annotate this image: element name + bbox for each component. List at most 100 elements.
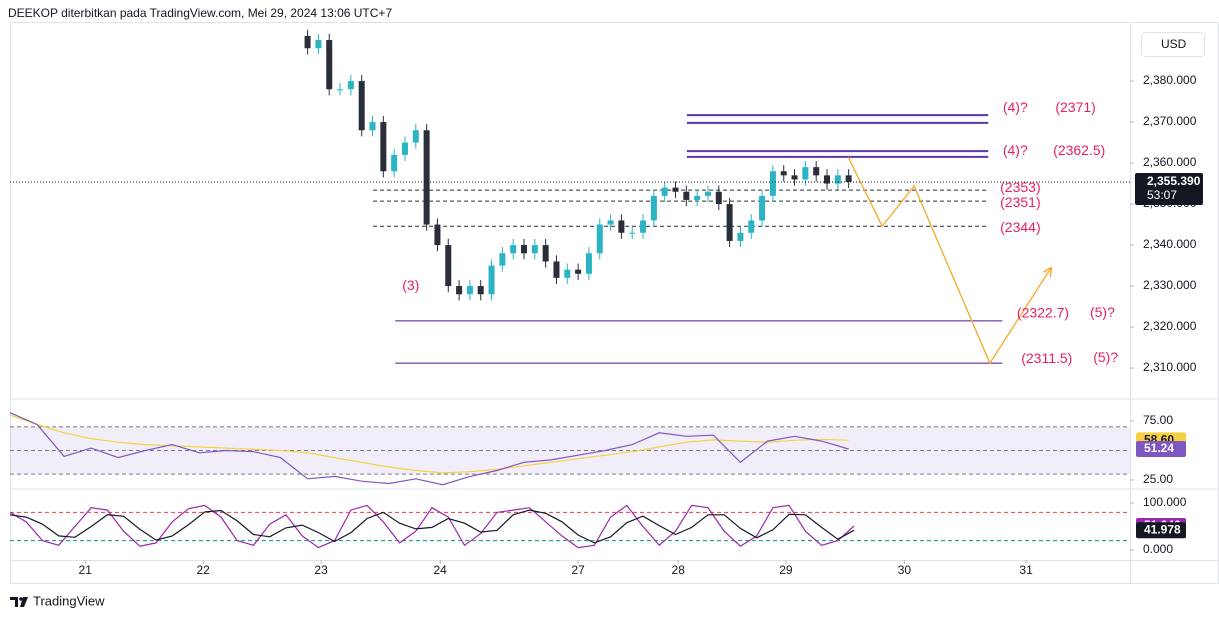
last-value-label: 51.24 [1144, 441, 1174, 455]
wave-annotation: (3) [402, 277, 419, 293]
candle-body [445, 245, 452, 287]
candle-body [304, 35, 311, 49]
candle-body [704, 191, 711, 196]
projection-path [847, 156, 1051, 365]
candle-body [380, 122, 387, 172]
candle-body [391, 154, 398, 172]
x-tick-label: 27 [571, 563, 585, 577]
footer-brand: TradingView [33, 593, 105, 608]
x-tick-label: 23 [314, 563, 328, 577]
candle-body [694, 195, 701, 200]
candle-body [434, 224, 441, 246]
candle-body [780, 171, 787, 176]
candle-body [412, 130, 419, 143]
y-tick-label: 2,310.000 [1143, 360, 1197, 374]
wave-annotation: (2353) [1000, 179, 1040, 195]
currency-button[interactable] [1141, 32, 1205, 57]
wave-annotation: (4)? [1003, 99, 1028, 115]
y-tick-label: 0.000 [1143, 542, 1173, 556]
pane [10, 412, 1130, 486]
candle-body [596, 224, 603, 254]
candle-body [326, 40, 333, 90]
candle-body [845, 175, 852, 182]
wave-annotation: (2322.7) [1017, 305, 1069, 321]
candle-body [477, 286, 484, 295]
y-tick-label: 2,360.000 [1143, 155, 1197, 169]
y-tick-label: 2,340.000 [1143, 237, 1197, 251]
candle-body [640, 220, 647, 233]
logo-icon [19, 597, 23, 601]
candle-body [401, 142, 408, 155]
candle-body [585, 253, 592, 274]
wave-annotation: (2311.5) [1021, 350, 1072, 366]
last-value-label: 41.978 [1144, 522, 1181, 536]
candle-body [358, 81, 365, 131]
candle-body [553, 261, 560, 278]
indicator-line [10, 414, 849, 474]
tradingview-logo [10, 597, 28, 607]
last-price-box [1135, 172, 1203, 205]
candle-body [466, 286, 473, 295]
x-tick-label: 22 [196, 563, 210, 577]
logo-icon [10, 597, 18, 607]
candle-body [369, 122, 376, 131]
candle-body [564, 269, 571, 278]
logo-icon [20, 597, 28, 607]
candle-body [607, 220, 614, 225]
candle-body [423, 130, 430, 225]
x-tick-label: 31 [1019, 563, 1033, 577]
header-title: DEEKOP diterbitkan pada TradingView.com,… [8, 6, 392, 20]
candle-body [650, 195, 657, 221]
candle-body [488, 265, 495, 295]
y-tick-label: 2,320.000 [1143, 319, 1197, 333]
candle-body [531, 245, 538, 254]
wave-annotation: (5)? [1093, 349, 1118, 365]
pane [10, 504, 1130, 549]
x-tick-label: 24 [433, 563, 447, 577]
candle-body [315, 40, 322, 49]
y-tick-label: 25.00 [1143, 472, 1173, 486]
candle-body [618, 220, 625, 233]
wave-annotation: (5)? [1090, 304, 1115, 320]
y-tick-label: 100.000 [1143, 495, 1187, 509]
y-tick-label: 75.00 [1143, 413, 1173, 427]
candle-body [813, 167, 820, 176]
candle-body [347, 81, 354, 90]
candle-body [456, 286, 463, 295]
candle-body [737, 232, 744, 241]
candle-body [791, 175, 798, 180]
candle-body [769, 171, 776, 196]
x-tick-label: 30 [898, 563, 912, 577]
y-tick-label: 2,380.000 [1143, 73, 1197, 87]
x-tick-label: 28 [672, 563, 686, 577]
candle-body [834, 175, 841, 184]
last-value-box [1136, 522, 1186, 539]
wave-annotation: (4)? [1003, 142, 1028, 158]
candle-body [337, 89, 344, 91]
candle-body [748, 220, 755, 233]
wave-annotation: (2362.5) [1053, 142, 1105, 158]
wave-annotation: (2371) [1055, 99, 1095, 115]
x-tick-label: 29 [779, 563, 793, 577]
candle-body [661, 187, 668, 196]
indicator-line [10, 412, 849, 486]
indicator-line [10, 509, 855, 544]
candle-body [802, 167, 809, 180]
wave-annotation: (2351) [1000, 194, 1040, 210]
candle-body [759, 195, 766, 221]
indicator-line [10, 504, 855, 549]
candle-body [683, 191, 690, 200]
candle-body [521, 245, 528, 254]
last-price-label: 2,355.390 [1147, 174, 1201, 188]
candle-body [575, 269, 582, 274]
candle-body [726, 204, 733, 241]
last-value-box [1136, 441, 1186, 458]
x-tick-label: 21 [79, 563, 93, 577]
candle-body [499, 253, 506, 266]
y-tick-label: 2,330.000 [1143, 278, 1197, 292]
candle-body [672, 187, 679, 192]
wave-annotation: (2344) [1000, 219, 1040, 235]
